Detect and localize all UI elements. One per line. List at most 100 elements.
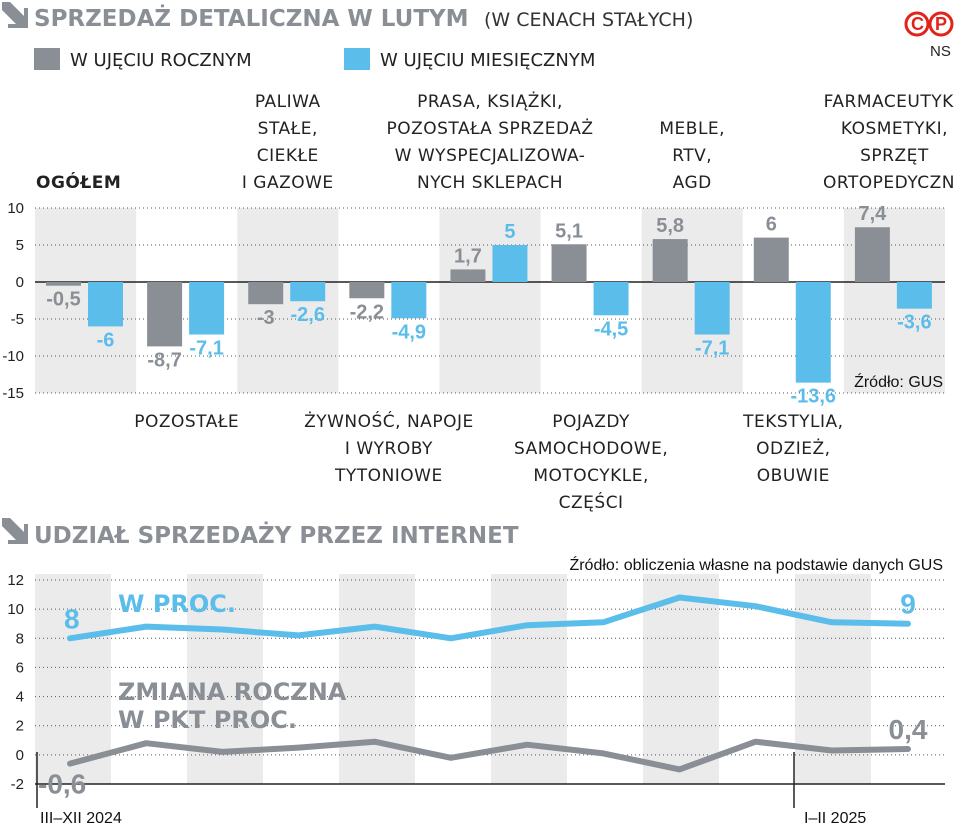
data-label-monthly: 5 [504, 221, 515, 243]
bar-annual [248, 282, 284, 305]
publisher-logo: C P [904, 11, 954, 37]
category-label: ŻYWNOŚĆ, NAPOJE [304, 410, 474, 432]
category-label: MEBLE, [659, 119, 725, 139]
category-label: RTV, [672, 146, 712, 166]
y-tick-label: -15 [2, 385, 24, 402]
category-label: OGÓŁEM [36, 171, 121, 193]
header: SPRZEDAŻ DETALICZNA W LUTYM (W CENACH ST… [2, 2, 954, 60]
data-label-annual: 7,4 [858, 203, 887, 225]
data-label-monthly: -4,9 [392, 321, 426, 343]
bar-monthly [593, 282, 629, 316]
y-tick-label: -2 [11, 776, 24, 793]
category-label: POJAZDY [552, 412, 630, 432]
chart-subtitle: (W CENACH STAŁYCH) [484, 9, 693, 31]
x-label-period-1: III–XII 2024 [40, 810, 122, 827]
series-name-change: ZMIANA ROCZNA [118, 678, 347, 706]
data-label-annual: 6 [766, 214, 777, 236]
data-label-annual: -0,5 [46, 289, 80, 311]
data-label-monthly: -13,6 [790, 386, 836, 408]
y-tick-label: 2 [16, 718, 24, 735]
legend-swatch-annual [34, 48, 60, 70]
data-label-annual: 1,7 [454, 245, 482, 267]
bar-annual [854, 227, 890, 282]
category-label: W WYSPECJALIZOWA- [395, 146, 586, 166]
bar-annual [753, 237, 789, 282]
bar-monthly [391, 282, 427, 319]
legend: W UJĘCIU ROCZNYM W UJĘCIU MIESIĘCZNYM [34, 48, 595, 71]
logo-c: C [911, 14, 924, 34]
category-label: I WYROBY [345, 439, 433, 459]
bar-monthly [896, 282, 932, 309]
series-name-share: W PROC. [118, 590, 236, 618]
category-label: ORTOPEDYCZNY [823, 173, 955, 193]
legend-label-annual: W UJĘCIU ROCZNYM [70, 50, 252, 71]
source-note: Źródło: GUS [854, 372, 943, 391]
end-label: 9 [900, 589, 916, 620]
data-label-annual: -8,7 [147, 349, 181, 371]
data-label-monthly: -2,6 [290, 304, 324, 326]
y-tick-label: 6 [16, 659, 24, 676]
category-label: PALIWA [255, 92, 321, 112]
legend-label-monthly: W UJĘCIU MIESIĘCZNYM [380, 50, 595, 71]
line-change [67, 738, 911, 773]
data-label-annual: 5,1 [555, 220, 583, 242]
bar-monthly [694, 282, 730, 335]
category-label: SAMOCHODOWE, [514, 439, 668, 459]
category-label: KOSMETYKI, [841, 119, 948, 139]
x-label-period-2: I–II 2025 [804, 810, 866, 827]
data-label-monthly: -6 [97, 329, 115, 351]
y-tick-label: 5 [16, 237, 24, 254]
bar-annual [147, 282, 183, 347]
bar-monthly [290, 282, 326, 302]
category-label: OBUWIE [757, 466, 830, 486]
y-tick-label: 0 [16, 747, 24, 764]
band-4 [439, 208, 541, 393]
bar-monthly [795, 282, 831, 383]
line-chart: 12 10 8 6 4 2 0 -2 III–XII 2024 I–II 2025 Źródło: … [7, 555, 945, 827]
category-label: TYTONIOWE [334, 466, 443, 486]
bar-monthly [492, 245, 528, 282]
data-label-monthly: -7,1 [189, 338, 223, 360]
category-label: SPRZĘT [860, 146, 929, 166]
corner-arrow-icon [2, 2, 28, 28]
y-tick-label: -5 [11, 311, 24, 328]
category-label: FARMACEUTYKI, [824, 92, 955, 112]
y-tick-label: -10 [2, 348, 24, 365]
category-label: TEKSTYLIA, [742, 412, 843, 432]
bar-annual [450, 269, 486, 282]
start-label: 8 [64, 603, 80, 634]
logo-p: P [935, 14, 947, 34]
data-label-annual: -2,2 [350, 301, 384, 323]
y-tick-label: 10 [7, 200, 24, 217]
category-label: MOTOCYKLE, [533, 466, 649, 486]
category-label: ODZIEŻ, [756, 438, 830, 459]
line-share [67, 594, 911, 642]
y-tick-label: 8 [16, 630, 24, 647]
bar-chart: 10 5 0 -5 -10 -15 -0,5 -6 -8,7 -7,1 -3 -2,6 -2,2 -4,9… [2, 91, 955, 513]
bar-annual [46, 282, 81, 286]
y-tick-label: 4 [16, 689, 24, 706]
bar-monthly [189, 282, 225, 335]
data-label-annual: 5,8 [656, 215, 684, 237]
source-note: Źródło: obliczenia własne na podstawie d… [569, 555, 943, 574]
category-label: CIEKŁE [257, 146, 319, 166]
category-label: PRASA, KSIĄŻKI, [417, 91, 563, 112]
category-label: I GAZOWE [242, 173, 334, 193]
category-label: AGD [673, 173, 712, 193]
y-tick-label: 0 [16, 274, 24, 291]
data-label-monthly: -3,6 [897, 312, 931, 334]
internet-title: UDZIAŁ SPRZEDAŻY PRZEZ INTERNET [34, 521, 519, 549]
start-label: -0,6 [38, 769, 86, 800]
bar-annual [652, 239, 688, 282]
category-label: NYCH SKLEPACH [417, 173, 563, 193]
internet-header: UDZIAŁ SPRZEDAŻY PRZEZ INTERNET [2, 518, 519, 549]
y-tick-label: 12 [7, 572, 24, 589]
end-label: 0,4 [889, 714, 928, 745]
bar-annual [551, 244, 587, 282]
legend-swatch-monthly [344, 48, 370, 70]
author-initials: NS [930, 43, 951, 60]
category-label: CZĘŚCI [559, 491, 624, 513]
data-label-monthly: -4,5 [594, 318, 628, 340]
band-6 [491, 574, 567, 784]
